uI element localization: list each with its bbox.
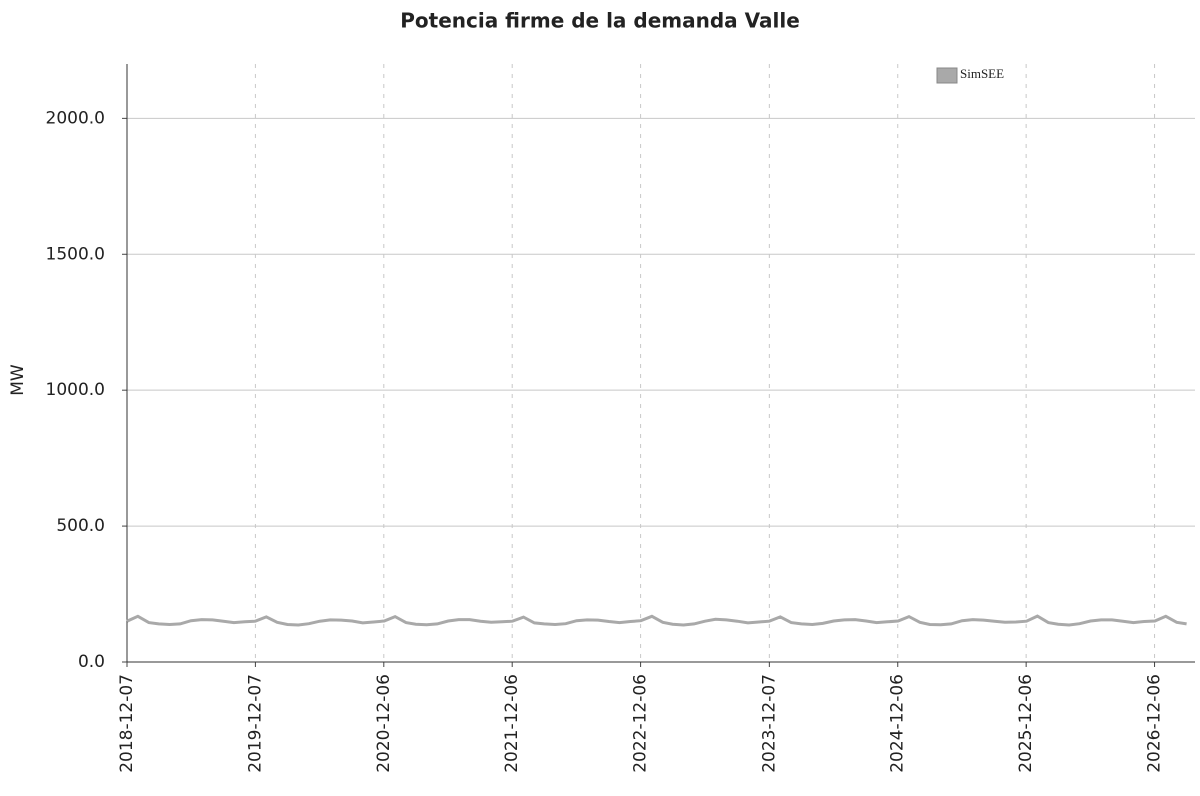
x-tick-label: 2019-12-07	[245, 674, 265, 773]
y-tick-label: 1500.0	[46, 244, 105, 264]
x-tick-label: 2025-12-06	[1016, 674, 1036, 773]
x-tick-label: 2018-12-07	[117, 674, 137, 773]
y-tick-label: 2000.0	[46, 108, 105, 128]
y-axis-label: MW	[8, 364, 28, 396]
y-tick-label: 1000.0	[46, 380, 105, 400]
x-tick-label: 2026-12-06	[1145, 674, 1165, 773]
x-tick-label: 2024-12-06	[888, 674, 908, 773]
y-tick-label: 500.0	[56, 516, 105, 536]
y-tick-label: 0.0	[78, 652, 105, 672]
x-tick-label: 2020-12-06	[374, 674, 394, 773]
series-line	[126, 614, 1187, 627]
legend-label: SimSEE	[960, 66, 1004, 81]
x-tick-label: 2022-12-06	[631, 674, 651, 773]
x-tick-label: 2021-12-06	[502, 674, 522, 773]
legend-swatch	[936, 67, 958, 84]
x-tick-label: 2023-12-07	[759, 674, 779, 773]
chart-title: Potencia firme de la demanda Valle	[400, 9, 800, 33]
